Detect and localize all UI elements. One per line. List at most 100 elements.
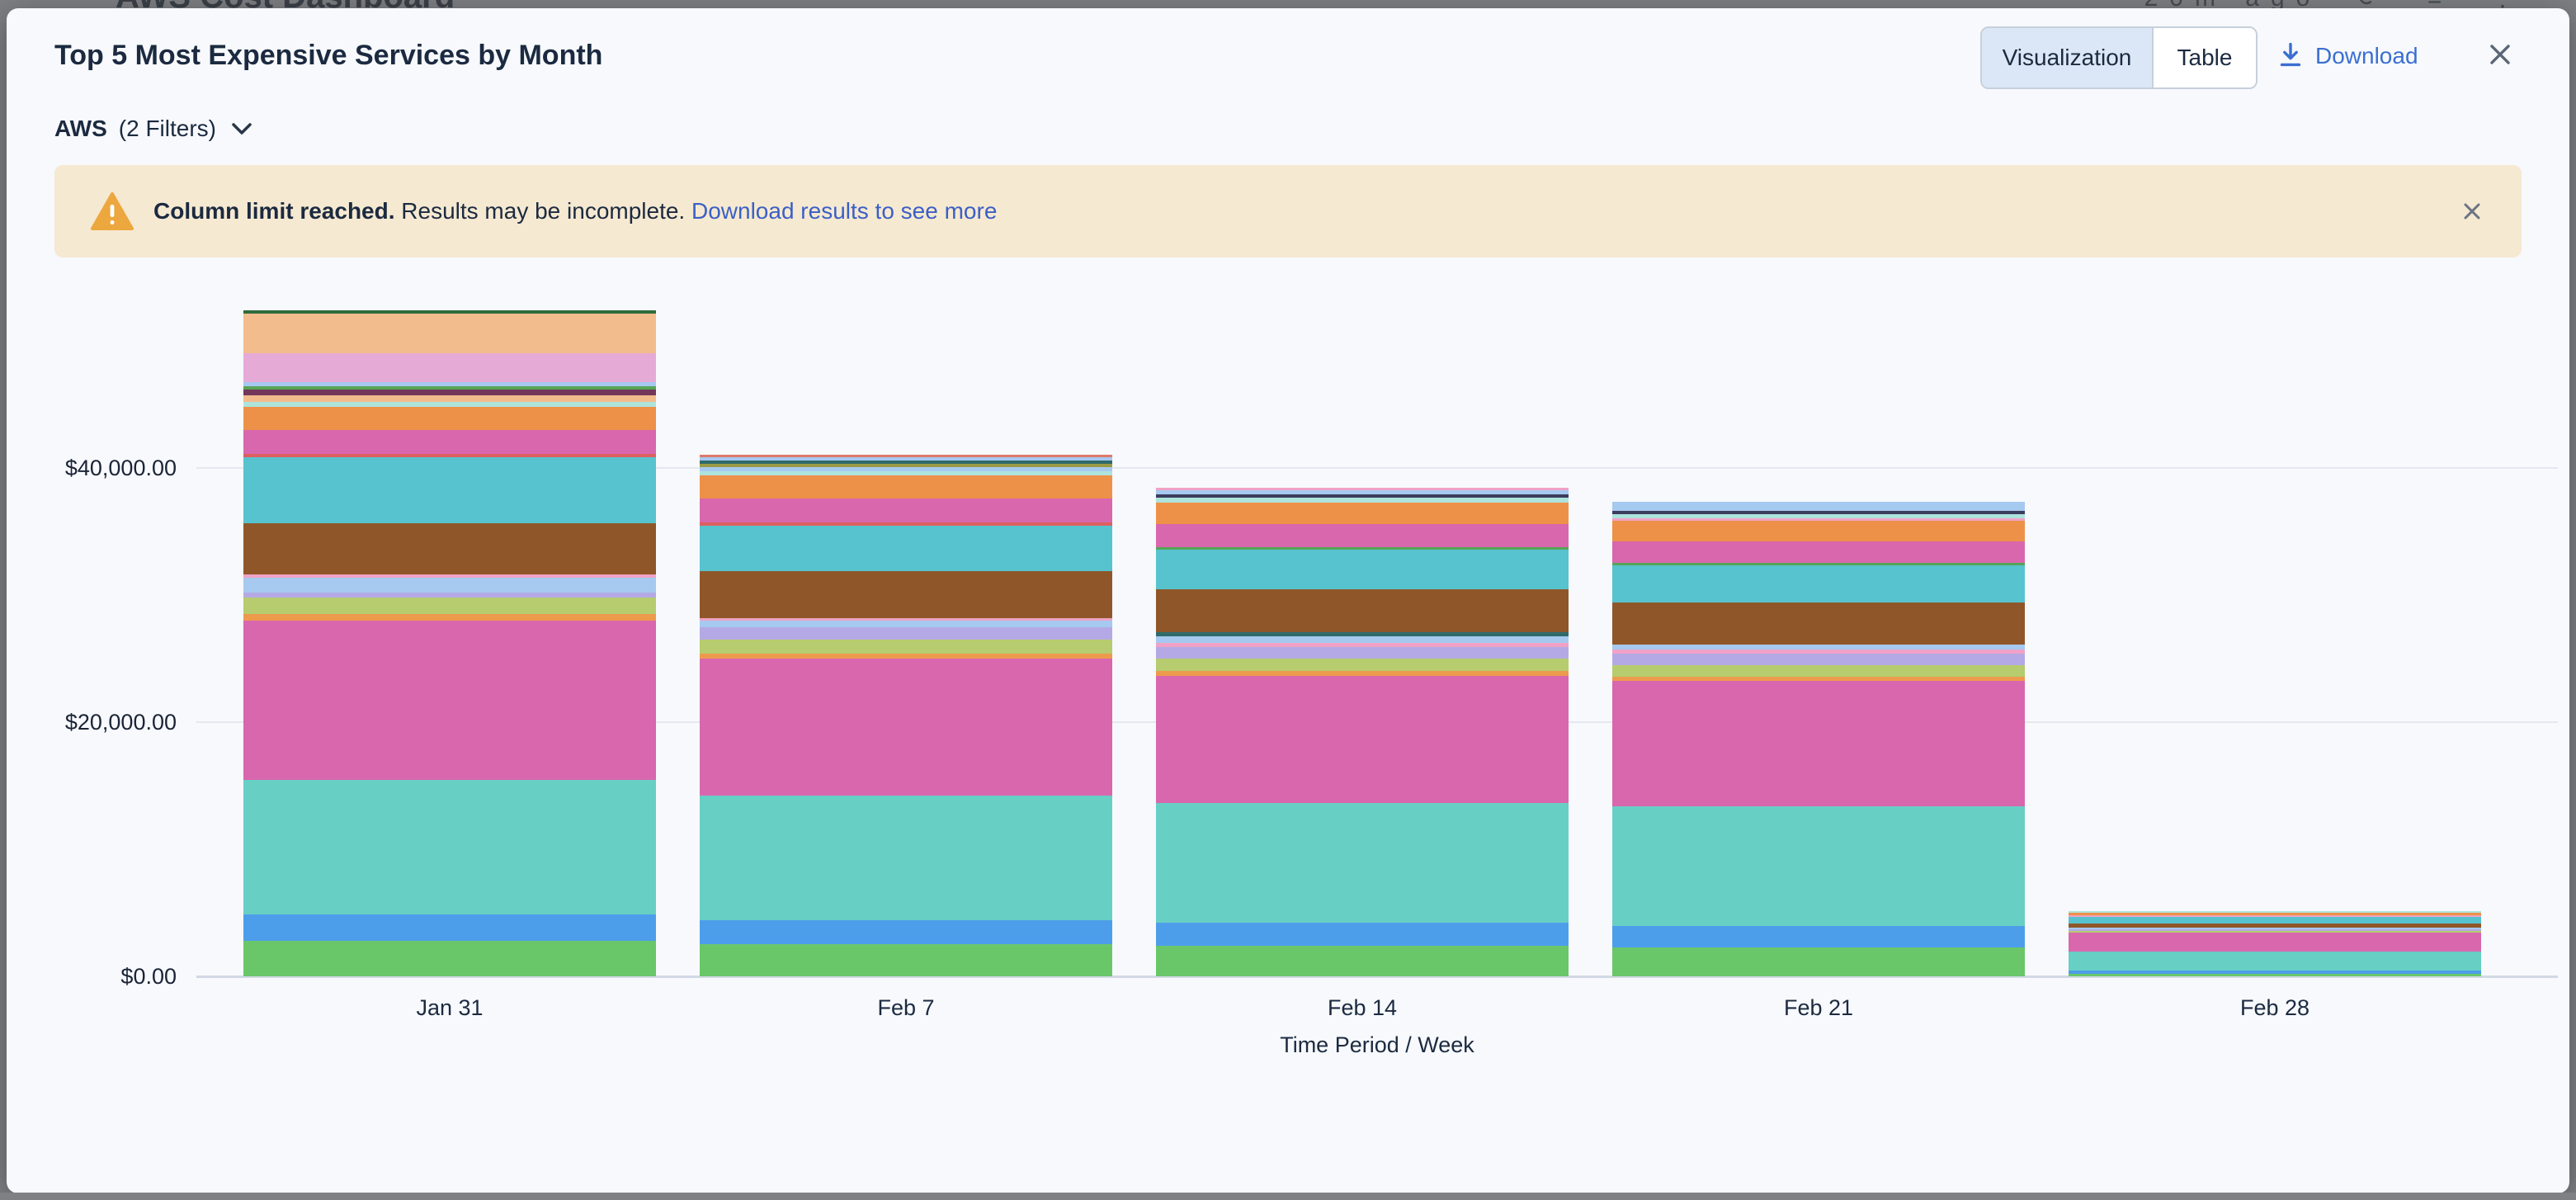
- bar-segment-pink[interactable]: [243, 574, 656, 578]
- bar-segment-brown[interactable]: [2069, 924, 2481, 928]
- bar-segment-magenta[interactable]: [2069, 933, 2481, 952]
- bar-segment-light-cyan[interactable]: [700, 471, 1112, 475]
- bar-segment-orange-thin[interactable]: [243, 614, 656, 621]
- bar-segment-orange[interactable]: [243, 407, 656, 430]
- bar-segment-lavender[interactable]: [1612, 654, 2025, 665]
- bar-segment-dark-green[interactable]: [243, 310, 656, 314]
- bar-segment-teal-cyan[interactable]: [700, 526, 1112, 571]
- bar-segment-blue[interactable]: [1612, 926, 2025, 947]
- bar-segment-green-thin[interactable]: [1156, 547, 1569, 550]
- download-button[interactable]: Download: [2277, 26, 2418, 86]
- filter-dropdown[interactable]: AWS (2 Filters): [54, 111, 252, 147]
- bar-segment-turquoise[interactable]: [2069, 952, 2481, 971]
- bar-segment-lavender[interactable]: [700, 627, 1112, 640]
- bar-segment-pink[interactable]: [2069, 915, 2481, 917]
- bar-segment-blue[interactable]: [1156, 923, 1569, 946]
- bar-segment-blue[interactable]: [243, 914, 656, 941]
- modal-close-button[interactable]: [2480, 35, 2520, 74]
- bar-segment-turquoise[interactable]: [700, 796, 1112, 920]
- bar-segment-blue[interactable]: [700, 920, 1112, 944]
- bar-segment-light-blue[interactable]: [700, 467, 1112, 471]
- bar-segment-pink[interactable]: [1612, 518, 2025, 521]
- bar-segment-yellow-green[interactable]: [1156, 659, 1569, 671]
- bar-segment-green[interactable]: [243, 941, 656, 976]
- bar-segment-lavender[interactable]: [1156, 647, 1569, 659]
- bar-segment-green-thin[interactable]: [1612, 563, 2025, 565]
- bar-segment-yellow-green[interactable]: [700, 640, 1112, 654]
- bar-segment-orange-thin[interactable]: [1612, 677, 2025, 681]
- bar-segment-salmon[interactable]: [700, 455, 1112, 457]
- bar-segment-magenta[interactable]: [700, 498, 1112, 522]
- bar-segment-magenta[interactable]: [700, 659, 1112, 796]
- bar-segment-light-blue[interactable]: [243, 578, 656, 593]
- bar-segment-teal-cyan[interactable]: [243, 457, 656, 523]
- bar-segment-brown[interactable]: [1156, 589, 1569, 632]
- page-title: Top 5 Most Expensive Services by Month: [54, 40, 603, 71]
- bar-segment-plum[interactable]: [243, 353, 656, 382]
- bar-segment-navy[interactable]: [1612, 511, 2025, 514]
- bar-segment-magenta[interactable]: [243, 621, 656, 780]
- bar-segment-lavender[interactable]: [243, 593, 656, 598]
- bar-segment-dark-teal[interactable]: [1156, 632, 1569, 636]
- bar-segment-green-thin[interactable]: [243, 386, 656, 390]
- bar-segment-red[interactable]: [700, 522, 1112, 526]
- banner-message-bold: Column limit reached.: [153, 198, 395, 224]
- bar-segment-orange-thin[interactable]: [1156, 671, 1569, 676]
- bar-segment-pink[interactable]: [700, 618, 1112, 621]
- bar-segment-pink[interactable]: [1156, 488, 1569, 490]
- bar-segment-light-blue[interactable]: [2069, 928, 2481, 929]
- bar-segment-orange[interactable]: [700, 475, 1112, 498]
- bar-segment-magenta[interactable]: [1612, 541, 2025, 563]
- bar-segment-turquoise[interactable]: [243, 780, 656, 914]
- bar-segment-teal-cyan[interactable]: [2069, 917, 2481, 924]
- bar-segment-orange[interactable]: [1156, 503, 1569, 524]
- bar-segment-magenta[interactable]: [1156, 676, 1569, 803]
- bar-segment-brown[interactable]: [243, 523, 656, 574]
- bar-segment-light-cyan[interactable]: [1612, 514, 2025, 518]
- bar-segment-light-blue[interactable]: [1612, 645, 2025, 650]
- bar-segment-pink[interactable]: [1612, 650, 2025, 654]
- bar-segment-teal-cyan[interactable]: [1156, 550, 1569, 589]
- bar-segment-brown[interactable]: [1612, 602, 2025, 645]
- banner-close-button[interactable]: [2456, 195, 2489, 228]
- bar-segment-lavender[interactable]: [2069, 929, 2481, 931]
- bar-segment-green[interactable]: [2069, 974, 2481, 976]
- bar-segment-red[interactable]: [243, 454, 656, 457]
- bar-segment-green[interactable]: [1156, 946, 1569, 976]
- bar-segment-light-blue[interactable]: [1612, 502, 2025, 511]
- bar-segment-navy[interactable]: [1156, 494, 1569, 498]
- banner-download-link[interactable]: Download results to see more: [691, 198, 998, 224]
- bar-segment-yellow-green[interactable]: [1612, 665, 2025, 677]
- bar-segment-turquoise[interactable]: [1612, 806, 2025, 926]
- bar-segment-light-cyan[interactable]: [243, 402, 656, 407]
- bar-segment-maroon[interactable]: [243, 390, 656, 395]
- bar-segment-light-blue[interactable]: [243, 382, 656, 386]
- bar-segment-green[interactable]: [700, 944, 1112, 976]
- bar-segment-peach[interactable]: [243, 395, 656, 402]
- bar-segment-blue[interactable]: [2069, 971, 2481, 974]
- bar-segment-pink[interactable]: [1156, 643, 1569, 647]
- bar-segment-turquoise[interactable]: [1156, 803, 1569, 923]
- bar-segment-light-blue[interactable]: [700, 621, 1112, 627]
- bar-segment-magenta[interactable]: [243, 430, 656, 454]
- bar-segment-light-cyan[interactable]: [1156, 498, 1569, 503]
- bar-segment-light-blue[interactable]: [1156, 490, 1569, 494]
- bar-segment-yellow-green[interactable]: [2069, 931, 2481, 933]
- bar-segment-orange[interactable]: [2069, 913, 2481, 915]
- tab-visualization[interactable]: Visualization: [1982, 28, 2154, 87]
- bar-segment-yellow-green[interactable]: [243, 598, 656, 614]
- bar-segment-teal-cyan[interactable]: [1612, 565, 2025, 602]
- bar-segment-green[interactable]: [1612, 947, 2025, 976]
- bar-segment-brown[interactable]: [700, 571, 1112, 618]
- bar-segment-light-cyan[interactable]: [2069, 911, 2481, 913]
- bar-segment-peach[interactable]: [243, 314, 656, 353]
- bar-segment-dark-teal[interactable]: [700, 461, 1112, 464]
- bar-segment-light-blue[interactable]: [700, 457, 1112, 461]
- bar-segment-magenta[interactable]: [1156, 524, 1569, 547]
- bar-segment-orange-thin[interactable]: [700, 654, 1112, 659]
- bar-segment-light-blue[interactable]: [1156, 636, 1569, 643]
- bar-segment-orange[interactable]: [1612, 521, 2025, 541]
- bar-segment-olive[interactable]: [700, 464, 1112, 467]
- tab-table[interactable]: Table: [2154, 28, 2256, 87]
- bar-segment-magenta[interactable]: [1612, 681, 2025, 806]
